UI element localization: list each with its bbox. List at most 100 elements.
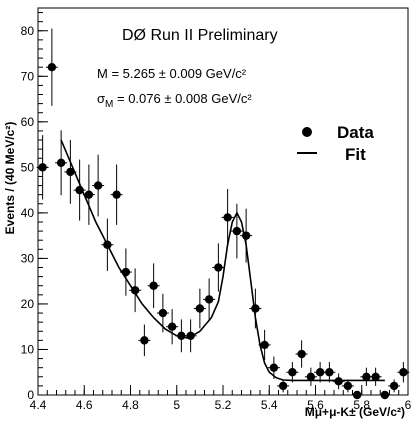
data-marker (195, 304, 205, 313)
data-marker (47, 62, 57, 72)
data-point (64, 140, 77, 204)
y-tick-label: 40 (21, 206, 35, 220)
data-point (82, 164, 95, 225)
data-point (184, 319, 197, 353)
data-marker (214, 263, 223, 272)
y-tick-label: 70 (21, 69, 35, 83)
data-marker (389, 381, 399, 391)
data-point (295, 340, 308, 368)
data-marker (66, 167, 75, 177)
data-marker (223, 213, 232, 222)
data-marker (38, 163, 47, 172)
data-marker (204, 295, 214, 304)
x-tick-label: 4.4 (30, 398, 47, 412)
data-marker (251, 304, 260, 313)
data-point (258, 329, 271, 361)
data-marker (325, 368, 334, 377)
data-marker (84, 190, 94, 199)
data-point (138, 324, 151, 357)
y-tick-label: 50 (21, 160, 35, 174)
data-point (378, 390, 391, 400)
data-point (212, 243, 225, 292)
data-marker (167, 322, 177, 331)
data-marker (315, 368, 325, 377)
data-marker (93, 181, 103, 190)
data-marker (288, 368, 297, 377)
data-point (193, 288, 206, 329)
data-point (240, 208, 253, 263)
data-point (55, 130, 68, 196)
data-point (119, 248, 132, 296)
data-marker (121, 267, 131, 277)
data-marker (260, 340, 269, 350)
data-point (388, 379, 401, 393)
x-tick-label: 5 (173, 398, 180, 412)
data-point (36, 135, 49, 200)
x-axis-label: Mμ+μ-K± (GeV/c²) (305, 405, 405, 419)
data-marker (371, 372, 380, 381)
data-point (101, 218, 114, 271)
data-point (351, 390, 364, 400)
data-marker (140, 336, 149, 345)
x-tick-label: 5.2 (215, 398, 232, 412)
data-marker (75, 185, 84, 195)
x-tick-label: 4.8 (122, 398, 139, 412)
text-layer: DØ Run II Preliminary M = 5.265 ± 0.009 … (3, 27, 405, 419)
data-point (249, 288, 262, 329)
data-point (332, 373, 345, 390)
data-marker (352, 390, 362, 400)
data-marker (177, 331, 186, 341)
data-marker (343, 381, 353, 391)
data-point (92, 154, 105, 217)
data-marker (399, 368, 408, 377)
data-marker (103, 240, 112, 249)
x-tick-label: 6 (405, 398, 412, 412)
data-marker (186, 331, 195, 341)
sigma-annotation: σM = 0.076 ± 0.008 GeV/c² (97, 91, 252, 110)
data-marker (297, 349, 306, 359)
data-point (156, 293, 169, 333)
data-marker (362, 372, 371, 381)
chart-title: DØ Run II Preliminary (122, 27, 278, 44)
data-point (314, 362, 327, 383)
data-marker (334, 377, 343, 386)
y-tick-label: 0 (27, 388, 34, 402)
data-point (341, 379, 354, 393)
data-point (221, 189, 234, 246)
data-marker (158, 308, 168, 318)
data-point (45, 28, 58, 106)
sigma-value: = 0.076 ± 0.008 GeV/c² (113, 91, 252, 106)
x-tick-label: 5.4 (261, 398, 278, 412)
y-axis-label: Events / (40 MeV/c²) (3, 122, 17, 235)
fit-curve (60, 139, 385, 382)
data-point (277, 379, 290, 393)
legend-data-label: Data (337, 123, 374, 142)
sigma-subscript: M (105, 99, 113, 110)
legend-data-marker (302, 127, 312, 137)
y-tick-label: 30 (21, 251, 35, 265)
data-marker (130, 286, 140, 295)
data-marker (56, 158, 66, 167)
data-marker (232, 226, 242, 236)
data-marker (112, 190, 121, 199)
legend: Data Fit (297, 123, 374, 164)
data-point (110, 164, 123, 225)
data-point (286, 362, 299, 383)
data-point (323, 362, 336, 383)
data-points-layer (36, 28, 410, 400)
data-marker (380, 390, 390, 400)
x-tick-label: 5.8 (353, 398, 370, 412)
fit-curve-layer (60, 139, 385, 382)
y-tick-label: 20 (21, 297, 35, 311)
data-marker (149, 281, 158, 290)
y-tick-label: 10 (21, 342, 35, 356)
data-point (360, 367, 373, 386)
data-point (166, 309, 179, 345)
data-point (369, 367, 382, 386)
data-marker (306, 372, 316, 381)
legend-fit-label: Fit (345, 145, 366, 164)
sigma-symbol: σ (97, 91, 105, 106)
data-marker (269, 363, 279, 372)
y-tick-label: 60 (21, 115, 35, 129)
